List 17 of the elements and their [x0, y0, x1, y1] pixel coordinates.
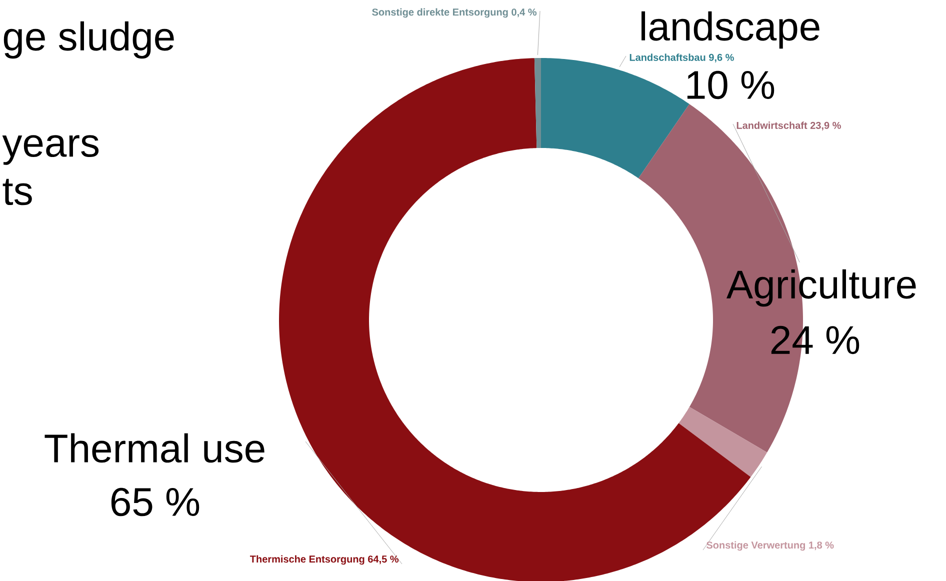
text: ts [2, 178, 32, 206]
slice-label: Sonstige direkte Entsorgung [372, 8, 508, 18]
slice-label: Thermische Entsorgung [250, 555, 364, 565]
data-label: 0,4 % [512, 8, 537, 18]
text: Thermal use [44, 433, 264, 463]
data-label: 9,6 % [709, 54, 734, 62]
data-label: 64,5 % [368, 556, 399, 564]
data-label: 23,9 % [810, 122, 841, 130]
slice-label: Landschaftsbau [630, 54, 706, 61]
text: years [2, 135, 99, 165]
data-label: 1,8 % [809, 542, 834, 550]
text: 10 % [687, 70, 774, 100]
text: ge sludge [4, 21, 174, 59]
slice-label: Sonstige Verwertung [706, 541, 805, 551]
slice-label: Landwirtschaft [736, 122, 808, 129]
text: landscape [642, 11, 820, 49]
text: 65 % [111, 488, 200, 516]
